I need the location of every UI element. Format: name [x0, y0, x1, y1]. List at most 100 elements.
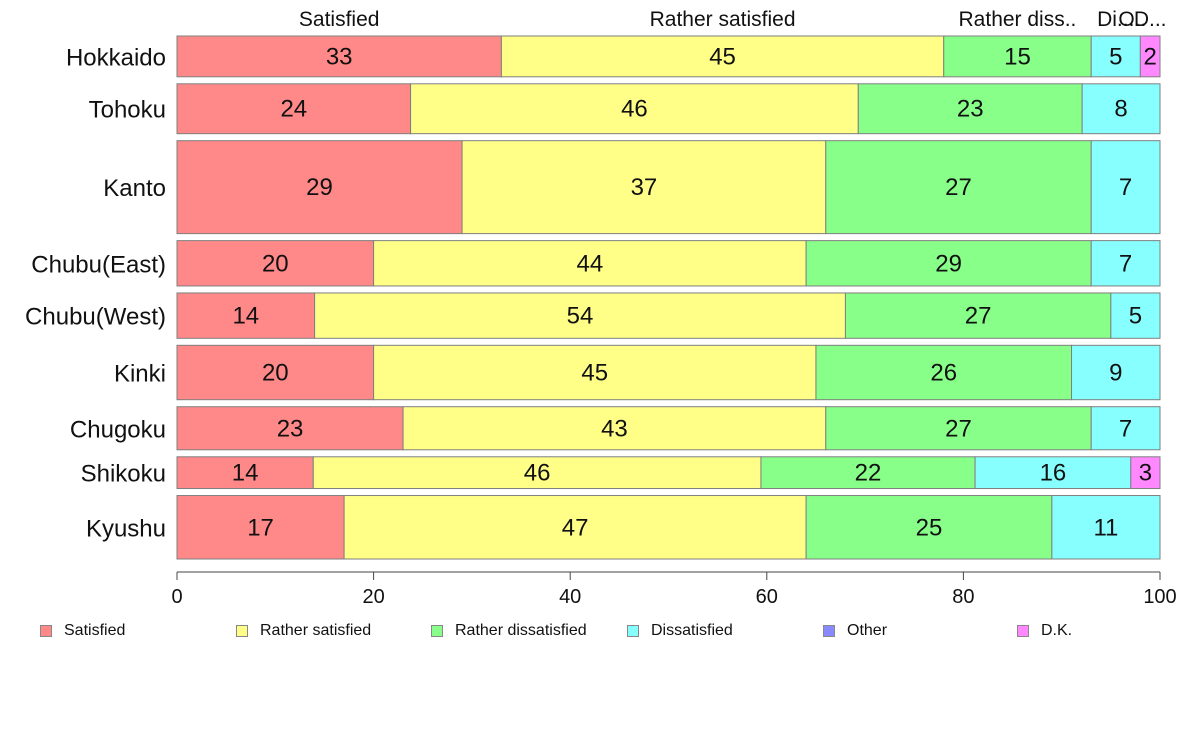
legend-item: Dissatisfied [627, 622, 733, 640]
x-axis-tick-label: 40 [559, 586, 581, 608]
legend-swatch [40, 625, 52, 637]
bar-value-label: 3 [1139, 460, 1152, 487]
bar-segment [825, 140, 1092, 235]
bar-value-label: 43 [601, 415, 628, 442]
category-label: Hokkaido [66, 44, 166, 71]
bar-segment [343, 495, 807, 560]
bar-value-label: 45 [709, 43, 736, 70]
bar-segment [500, 35, 945, 78]
x-axis-tick-label: 80 [952, 586, 974, 608]
bar-segment [176, 35, 502, 78]
bar-segment [373, 344, 817, 401]
bar-segment [805, 240, 1092, 287]
bar-value-label: 33 [326, 43, 353, 70]
bar-segment [1090, 140, 1161, 235]
bar-segment [844, 292, 1112, 339]
bar-value-label: 20 [262, 360, 289, 387]
bar-value-label: 14 [232, 303, 259, 330]
x-axis-tick-label: 100 [1143, 586, 1176, 608]
series-top-label: Di... [1097, 8, 1134, 31]
bar-segment [1139, 35, 1161, 78]
bar-segment [176, 83, 412, 135]
bar-value-label: 15 [1004, 43, 1031, 70]
bar-segment [461, 140, 827, 235]
bar-value-label: 44 [577, 250, 604, 277]
category-label: Chubu(West) [25, 304, 166, 331]
bar-value-label: 22 [855, 460, 882, 487]
legend-label: Rather satisfied [260, 622, 372, 639]
legend-item: Rather dissatisfied [431, 622, 587, 640]
bar-segment [176, 240, 375, 287]
legend-label: Rather dissatisfied [455, 622, 587, 639]
category-label: Shikoku [81, 461, 166, 488]
bar-value-label: 23 [957, 96, 984, 123]
legend-item: D.K. [1017, 622, 1072, 640]
legend-label: D.K. [1041, 622, 1073, 639]
series-top-label: O.. [1118, 8, 1146, 31]
bar-value-label: 26 [930, 360, 957, 387]
category-label: Chubu(East) [31, 251, 166, 278]
bar-segment [176, 292, 316, 339]
bar-value-label: 46 [621, 96, 648, 123]
bar-segment [176, 495, 345, 560]
bar-segment [176, 456, 314, 490]
bar-value-label: 5 [1109, 43, 1122, 70]
bar-segment [176, 406, 404, 451]
bar-value-label: 27 [965, 303, 992, 330]
bar-value-label: 2 [1143, 43, 1156, 70]
bar-segment [1051, 495, 1161, 560]
bar-segment [402, 406, 827, 451]
bar-value-label: 7 [1119, 415, 1132, 442]
series-top-label: D... [1134, 8, 1167, 31]
bar-value-label: 24 [280, 96, 307, 123]
bar-value-label: 27 [945, 415, 972, 442]
legend-item: Rather satisfied [236, 622, 371, 640]
chart-legend: Satisfied Rather satisfied Rather dissatis… [0, 622, 1188, 646]
x-axis-tick-label: 20 [362, 586, 384, 608]
bar-value-label: 25 [916, 514, 943, 541]
bar-value-label: 29 [935, 250, 962, 277]
legend-item: Satisfied [40, 622, 125, 640]
bar-segment [857, 83, 1083, 135]
bar-segment [1130, 456, 1161, 490]
category-label: Kanto [103, 175, 166, 202]
bar-value-label: 37 [631, 174, 658, 201]
bar-value-label: 7 [1119, 250, 1132, 277]
category-label: Chugoku [70, 416, 166, 443]
legend-label: Other [847, 622, 888, 639]
bar-value-label: 47 [562, 514, 589, 541]
bar-segment [1090, 240, 1161, 287]
bar-segment [1110, 292, 1161, 339]
bar-segment [825, 406, 1092, 451]
bar-value-label: 14 [232, 460, 259, 487]
bar-segment [974, 456, 1132, 490]
series-top-label: Rather satisfied [650, 8, 796, 31]
legend-label: Satisfied [64, 622, 126, 639]
legend-item: Other [823, 622, 887, 640]
legend-swatch [431, 625, 443, 637]
legend-swatch [1017, 625, 1029, 637]
category-label: Kinki [114, 361, 166, 388]
bar-value-label: 45 [581, 360, 608, 387]
bar-segment [805, 495, 1053, 560]
bar-value-label: 5 [1129, 303, 1142, 330]
bar-value-label: 29 [306, 174, 333, 201]
legend-swatch [823, 625, 835, 637]
x-axis-tick-label: 0 [171, 586, 182, 608]
bar-segment [1081, 83, 1161, 135]
bar-value-label: 46 [524, 460, 551, 487]
bar-value-label: 23 [277, 415, 304, 442]
bar-segment [760, 456, 976, 490]
bar-value-label: 11 [1093, 514, 1118, 541]
x-axis-tick-label: 60 [756, 586, 778, 608]
bar-value-label: 27 [945, 174, 972, 201]
bar-value-label: 20 [262, 250, 289, 277]
bar-segment [410, 83, 859, 135]
category-label: Kyushu [86, 515, 166, 542]
bar-value-label: 54 [567, 303, 594, 330]
bar-value-label: 17 [247, 514, 274, 541]
series-top-label: Satisfied [299, 8, 380, 31]
bar-segment [314, 292, 846, 339]
bar-segment [1090, 35, 1141, 78]
